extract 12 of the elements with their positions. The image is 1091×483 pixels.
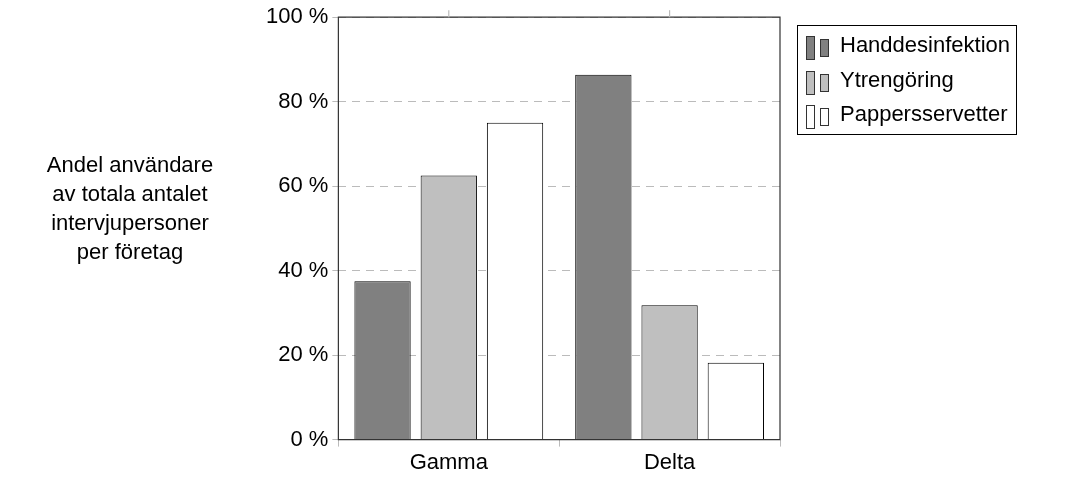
legend-label: Handdesinfektion <box>840 32 1011 57</box>
y-tick-label: 40 % <box>278 256 329 282</box>
x-tick-label: Gamma <box>409 448 489 474</box>
text: Pappersservetter <box>840 101 1008 127</box>
y-tick-label: 20 % <box>278 341 329 367</box>
y-tick-label: 100 % <box>265 3 329 29</box>
x-tick-label: Delta <box>643 448 697 474</box>
y-tick-label: 80 % <box>278 87 329 113</box>
legend-label: Ytrengöring <box>840 66 954 92</box>
y-axis-title: Andel användare av totala antalet intervjupersoner per företag <box>45 151 215 266</box>
y-tick-label: 60 % <box>278 172 329 198</box>
y-tick-label: 0 % <box>290 425 329 451</box>
